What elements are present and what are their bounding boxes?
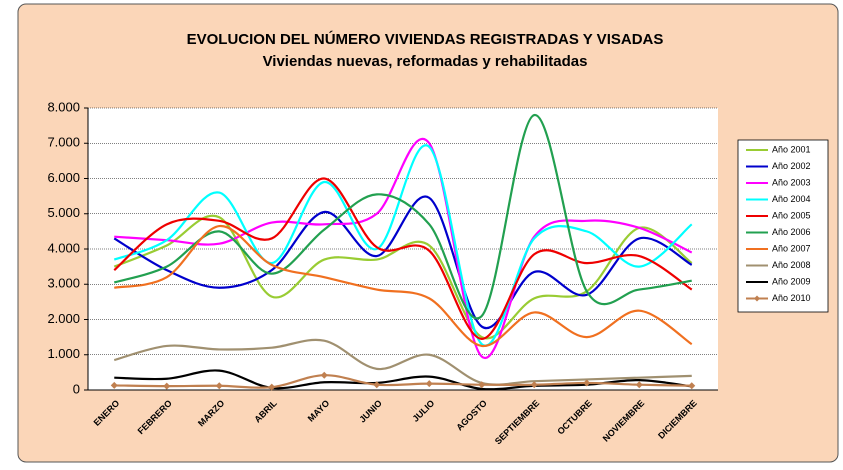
legend-marker	[754, 295, 760, 302]
y-tick-label: 0	[73, 381, 80, 396]
chart-subtitle: Viviendas nuevas, reformadas y rehabilit…	[263, 53, 588, 70]
legend-label: Año 2009	[772, 276, 811, 286]
legend-label: Año 2007	[772, 243, 811, 253]
series-line	[113, 177, 693, 340]
point-marker	[530, 381, 538, 389]
y-tick-label: 1.000	[47, 346, 80, 361]
series-line	[113, 144, 693, 347]
legend	[737, 139, 829, 313]
y-tick-label: 2.000	[47, 311, 80, 326]
series-line	[114, 224, 693, 348]
point-marker	[688, 382, 696, 390]
series-line	[113, 338, 692, 386]
point-marker	[425, 380, 433, 388]
point-marker	[163, 382, 171, 390]
point-marker	[320, 371, 328, 379]
legend-label: Año 2001	[772, 144, 811, 154]
point-marker	[215, 382, 223, 390]
point-marker	[583, 379, 591, 387]
series-line	[113, 214, 693, 340]
legend-label: Año 2002	[772, 161, 811, 171]
series-line	[113, 113, 692, 320]
chart-title: EVOLUCION DEL NÚMERO VIVIENDAS REGISTRAD…	[187, 30, 664, 48]
series-line	[114, 138, 693, 360]
y-tick-label: 5.000	[47, 205, 80, 220]
series-line	[114, 374, 692, 389]
point-marker	[373, 381, 381, 389]
legend-label: Año 2010	[772, 293, 811, 303]
legend-label: Año 2004	[772, 194, 811, 204]
legend-label: Año 2008	[772, 260, 811, 270]
legend-label: Año 2006	[772, 227, 811, 237]
y-tick-label: 4.000	[47, 240, 80, 255]
y-tick-label: 7.000	[47, 135, 80, 150]
series-line	[114, 369, 692, 391]
legend-label: Año 2005	[772, 210, 811, 220]
legend-label: Año 2003	[772, 177, 811, 187]
point-marker	[110, 381, 118, 389]
y-tick-label: 6.000	[47, 170, 80, 185]
point-marker	[635, 381, 643, 389]
point-marker	[478, 381, 486, 389]
y-tick-label: 8.000	[47, 99, 80, 114]
point-marker	[268, 383, 276, 391]
y-tick-label: 3.000	[47, 276, 80, 291]
